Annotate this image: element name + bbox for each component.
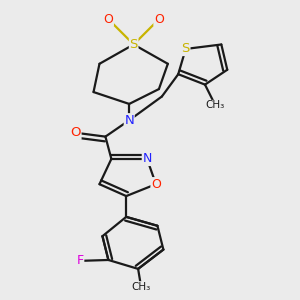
Text: F: F [76, 254, 84, 267]
Text: N: N [142, 152, 152, 165]
Text: S: S [130, 38, 138, 51]
Text: N: N [124, 114, 134, 127]
Text: O: O [103, 13, 113, 26]
Text: CH₃: CH₃ [206, 100, 225, 110]
Text: O: O [70, 126, 81, 139]
Text: CH₃: CH₃ [131, 282, 151, 292]
Text: O: O [154, 13, 164, 26]
Text: S: S [182, 42, 190, 56]
Text: O: O [151, 178, 161, 191]
